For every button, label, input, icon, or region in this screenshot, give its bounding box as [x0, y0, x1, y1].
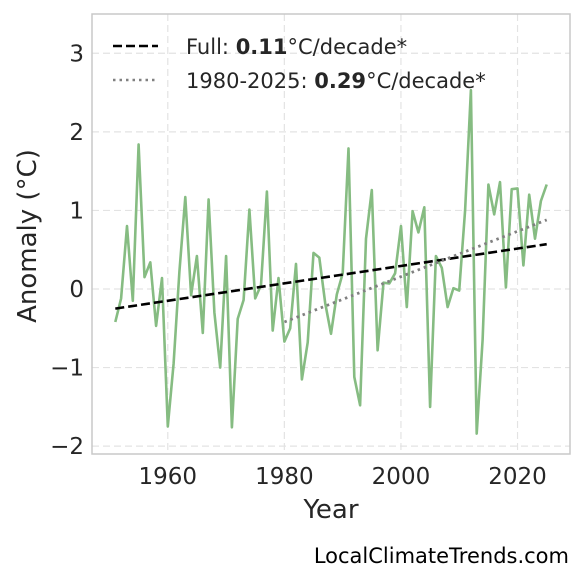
x-tick-label: 2020 [488, 464, 547, 490]
site-credit: LocalClimateTrends.com [313, 544, 569, 568]
y-tick-label: 3 [69, 41, 84, 67]
x-axis-label: Year [302, 495, 358, 525]
legend-name-recent: 1980-2025 [186, 69, 300, 93]
y-tick-label: 1 [69, 198, 84, 224]
x-tick-label: 1960 [139, 464, 198, 490]
y-tick-label: −1 [50, 356, 84, 382]
x-tick-label: 2000 [372, 464, 431, 490]
legend-label-full: Full: 0.11°C/decade* [186, 35, 407, 59]
legend: Full: 0.11°C/decade* 1980-2025: 0.29°C/d… [113, 35, 486, 93]
plot-frame [91, 13, 571, 455]
y-tick-label: −2 [50, 434, 84, 460]
legend-label-recent: 1980-2025: 0.29°C/decade* [186, 69, 486, 93]
trend-line-1980-2025 [283, 218, 548, 324]
legend-unit-recent: °C/decade* [366, 69, 486, 93]
legend-rate-recent: 0.29 [314, 69, 366, 93]
grid [92, 14, 570, 454]
x-tick-label: 1980 [255, 464, 314, 490]
x-tick-labels: 1960 1980 2000 2020 [139, 464, 547, 490]
legend-unit-full: °C/decade* [288, 35, 408, 59]
legend-rate-full: 0.11 [236, 35, 288, 59]
y-tick-labels: −2 −1 0 1 2 3 [50, 41, 84, 460]
y-tick-label: 0 [69, 277, 84, 303]
y-tick-label: 2 [69, 120, 84, 146]
series-group [114, 88, 548, 435]
legend-name-full: Full [186, 35, 222, 59]
y-axis-label: Anomaly (°C) [13, 149, 43, 323]
series-anomaly-line [114, 88, 548, 435]
trend-line-full [115, 242, 547, 310]
